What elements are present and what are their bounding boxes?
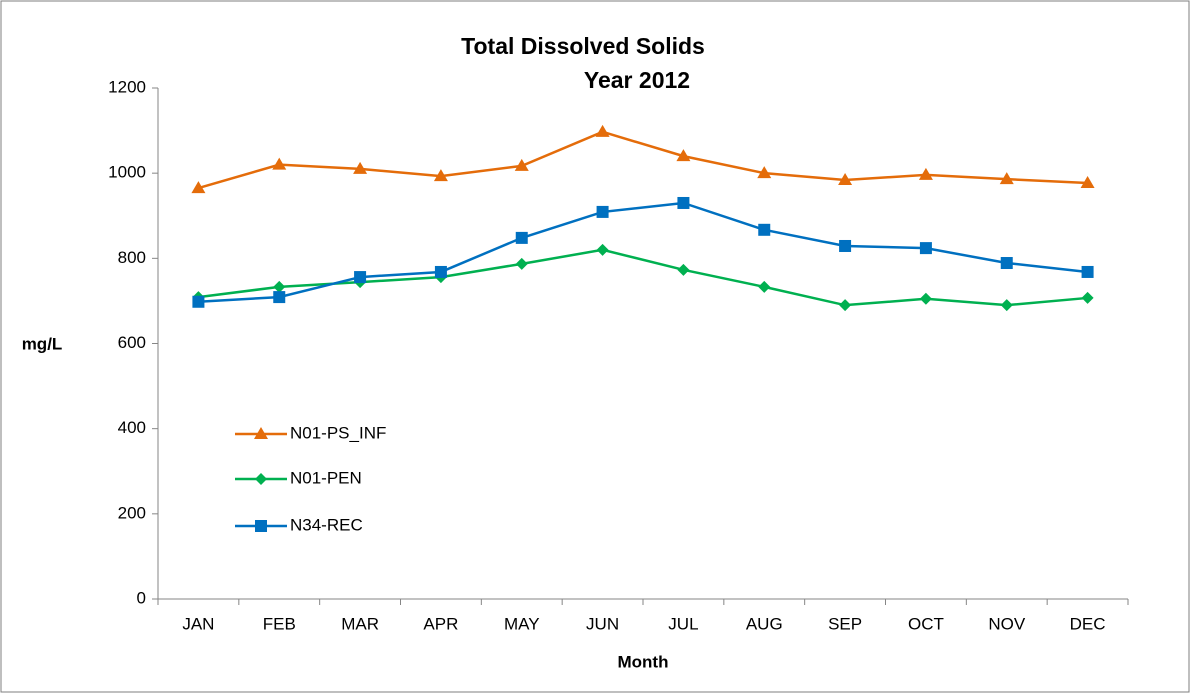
data-point [353,161,368,174]
x-axis-title: Month [618,652,669,671]
chart-title: Total Dissolved Solids [461,33,705,59]
y-tick-label: 1200 [108,77,146,96]
x-tick-label: AUG [746,614,783,633]
data-point [191,181,206,194]
data-point [1080,175,1095,188]
x-tick-label: MAR [341,614,379,633]
chart-subtitle: Year 2012 [584,67,690,93]
data-point [273,280,286,293]
legend-label: N34-REC [290,515,363,534]
data-point [515,231,528,244]
data-point [677,263,690,276]
data-point [999,172,1014,185]
data-point [838,172,853,185]
y-tick-label: 400 [118,418,146,437]
x-tick-label: OCT [908,614,944,633]
x-tick-label: NOV [988,614,1026,633]
data-point [595,124,610,137]
data-point [676,149,691,162]
x-tick-label: FEB [263,614,296,633]
legend-label: N01-PS_INF [290,423,386,442]
x-tick-label: DEC [1070,614,1106,633]
data-point [1000,299,1013,312]
x-tick-label: JUL [668,614,698,633]
data-point [1081,291,1094,304]
series-line [198,201,1088,304]
data-point [758,280,771,293]
legend-marker [255,473,267,485]
x-tick-label: JUN [586,614,619,633]
data-point [919,242,932,255]
data-point [433,169,448,182]
data-point [272,157,287,170]
series-line [198,248,1088,307]
x-tick-label: SEP [828,614,862,633]
data-point [192,295,205,308]
x-tick-label: MAY [504,614,540,633]
y-tick-label: 200 [118,503,146,522]
data-point [434,265,447,278]
y-axis-title: mg/L [22,334,63,353]
data-point [1081,265,1094,278]
data-point [839,239,852,252]
data-point [596,205,609,218]
series-line [198,130,1088,190]
data-point [757,166,772,179]
data-point [839,299,852,312]
data-point [273,291,286,304]
y-tick-label: 600 [118,333,146,352]
data-point [354,271,367,284]
data-point [677,196,690,209]
data-point [515,257,528,270]
data-point [919,292,932,305]
data-point [918,167,933,180]
data-point [514,158,529,171]
y-tick-label: 800 [118,248,146,267]
data-point [596,243,609,256]
legend-marker [254,427,268,439]
x-tick-label: JAN [182,614,214,633]
data-point [758,223,771,236]
legend-label: N01-PEN [290,468,362,487]
legend-marker [255,520,267,532]
y-tick-label: 0 [137,588,146,607]
x-tick-label: APR [423,614,458,633]
y-tick-label: 1000 [108,163,146,182]
data-point [1000,257,1013,270]
